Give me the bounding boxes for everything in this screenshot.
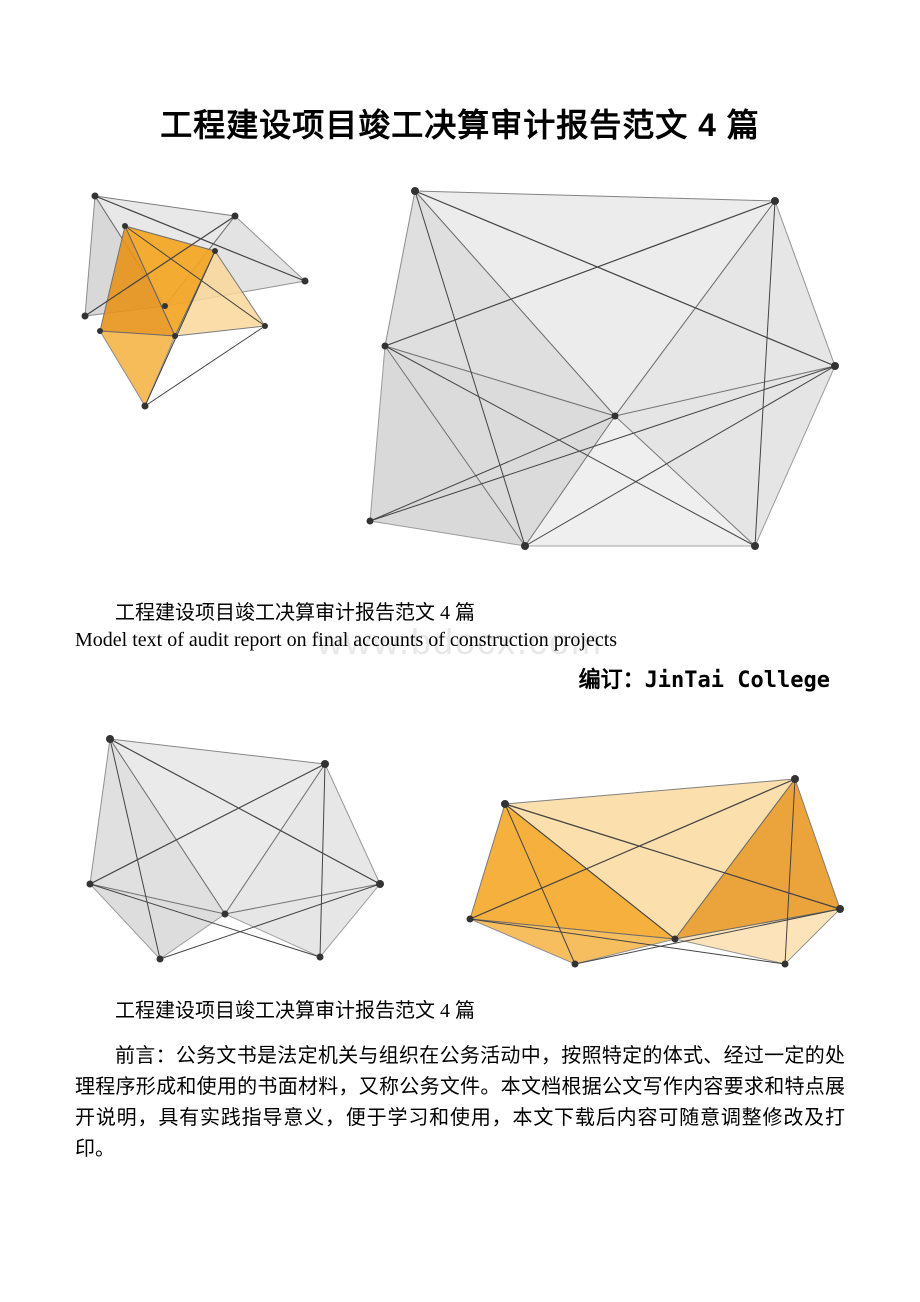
page-title: 工程建设项目竣工决算审计报告范文 4 篇	[75, 100, 845, 146]
decoration-top	[75, 176, 845, 576]
decoration-bottom	[75, 709, 845, 969]
body-paragraph: 前言：公务文书是法定机关与组织在公务活动中，按照特定的体式、经过一定的处理程序形…	[75, 1041, 845, 1165]
geometric-decoration-bottom	[75, 709, 845, 969]
editor-credit: 编订：JinTai College	[75, 662, 845, 694]
geometric-decoration-top	[75, 176, 845, 576]
body-subtitle: 工程建设项目竣工决算审计报告范文 4 篇	[115, 994, 845, 1023]
subtitle-english: Model text of audit report on final acco…	[75, 629, 845, 652]
